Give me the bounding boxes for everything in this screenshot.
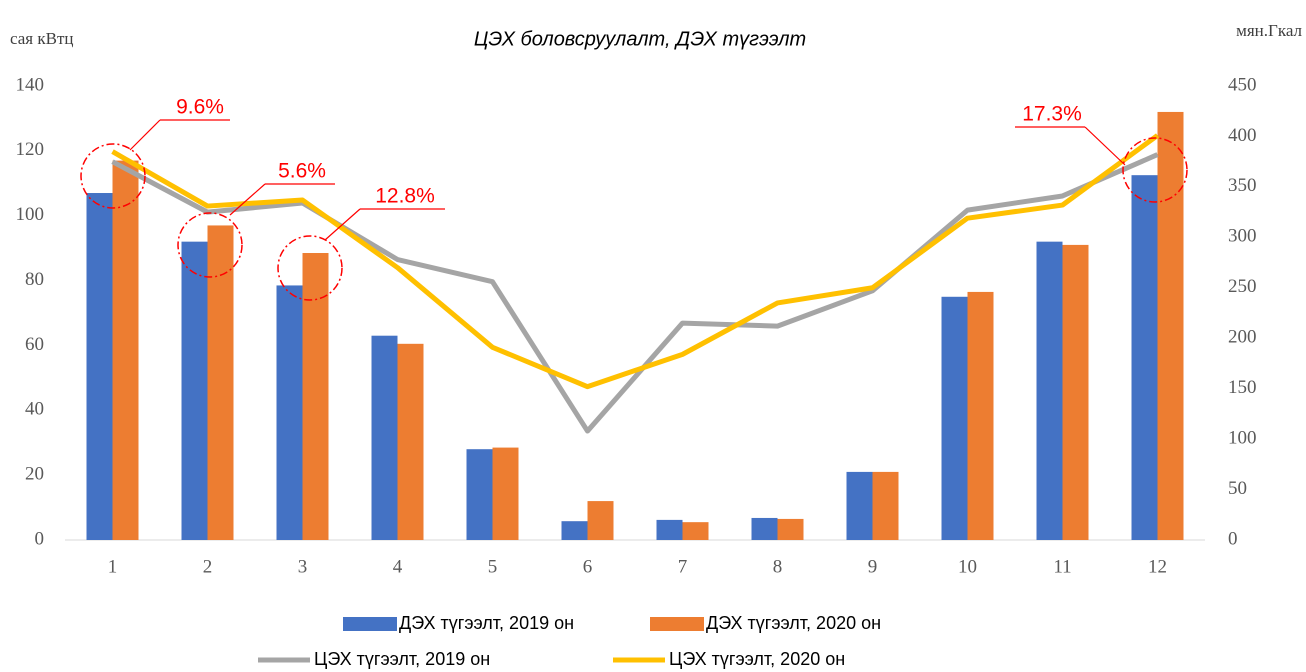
legend-label: ЦЭХ түгээлт, 2020 он: [669, 649, 845, 669]
y-tick-label: 140: [16, 74, 45, 95]
bar: [397, 343, 424, 540]
x-tick-label: 8: [773, 556, 783, 577]
y2-tick-label: 300: [1228, 226, 1257, 247]
legend-label: ЦЭХ түгээлт, 2019 он: [314, 649, 490, 669]
x-tick-label: 10: [958, 556, 977, 577]
y2-tick-label: 0: [1228, 528, 1238, 549]
bar: [967, 291, 994, 540]
y-tick-label: 120: [16, 139, 45, 160]
line: [111, 152, 1159, 434]
legend-label: ДЭХ түгээлт, 2020 он: [706, 613, 881, 633]
y2-tick-label: 200: [1228, 327, 1257, 348]
annotation-circle: [177, 212, 243, 278]
bar: [1157, 111, 1184, 540]
y-axis-label: сая кВтц: [10, 29, 74, 48]
y2-tick-label: 400: [1228, 125, 1257, 146]
annotation-circle: [1122, 137, 1188, 203]
bar: [846, 471, 873, 540]
annotation-leader: [229, 183, 266, 216]
bar: [302, 253, 329, 540]
bar: [207, 225, 234, 540]
bar: [86, 193, 113, 540]
annotation-circle: [80, 143, 146, 209]
y-tick-label: 100: [16, 204, 45, 225]
x-tick-label: 12: [1148, 556, 1167, 577]
x-tick-label: 5: [488, 556, 498, 577]
annotation-leader: [129, 119, 161, 151]
bar: [466, 449, 493, 540]
line: [111, 133, 1159, 390]
x-tick-label: 7: [678, 556, 688, 577]
annotation: 9.6%: [176, 96, 224, 119]
bar: [1131, 175, 1158, 540]
x-tick-label: 4: [393, 556, 403, 577]
x-tick-label: 2: [203, 556, 213, 577]
x-tick-label: 11: [1053, 556, 1071, 577]
y2-tick-label: 350: [1228, 175, 1257, 196]
annotation-leader: [1084, 126, 1126, 166]
bar: [682, 522, 709, 540]
bar: [777, 518, 804, 540]
legend-label: ДЭХ түгээлт, 2019 он: [399, 613, 574, 633]
bar: [181, 241, 208, 540]
y-tick-label: 0: [35, 528, 45, 549]
bar: [112, 160, 139, 541]
y2-tick-label: 100: [1228, 427, 1257, 448]
y-tick-label: 60: [25, 334, 44, 355]
bar: [941, 296, 968, 540]
x-tick-label: 3: [298, 556, 308, 577]
bar: [1036, 241, 1063, 540]
bar: [492, 447, 519, 540]
y2-axis-label: мян.Гкал: [1236, 21, 1302, 40]
legend-swatch: [343, 617, 397, 631]
bar: [656, 519, 683, 540]
bar: [1062, 244, 1089, 540]
chart-title: ЦЭХ боловсруулалт, ДЭХ түгээлт: [474, 28, 806, 50]
y2-tick-label: 250: [1228, 276, 1257, 297]
bar: [561, 521, 588, 540]
x-tick-label: 1: [108, 556, 118, 577]
bar: [276, 285, 303, 540]
y2-tick-label: 150: [1228, 377, 1257, 398]
annotation: 17.3%: [1022, 103, 1082, 126]
bar: [587, 501, 614, 540]
annotation: 5.6%: [278, 160, 326, 183]
y2-tick-label: 50: [1228, 478, 1247, 499]
y-tick-label: 40: [25, 399, 44, 420]
annotation-circle: [277, 235, 343, 301]
annotation-leader: [324, 208, 361, 241]
x-tick-label: 6: [583, 556, 593, 577]
legend-swatch: [650, 617, 704, 631]
x-tick-label: 9: [868, 556, 878, 577]
bar: [872, 471, 899, 540]
y-tick-label: 20: [25, 464, 44, 485]
annotation: 12.8%: [375, 185, 435, 208]
y-tick-label: 80: [25, 269, 44, 290]
bar: [371, 335, 398, 540]
bar: [751, 517, 778, 540]
y2-tick-label: 450: [1228, 74, 1257, 95]
